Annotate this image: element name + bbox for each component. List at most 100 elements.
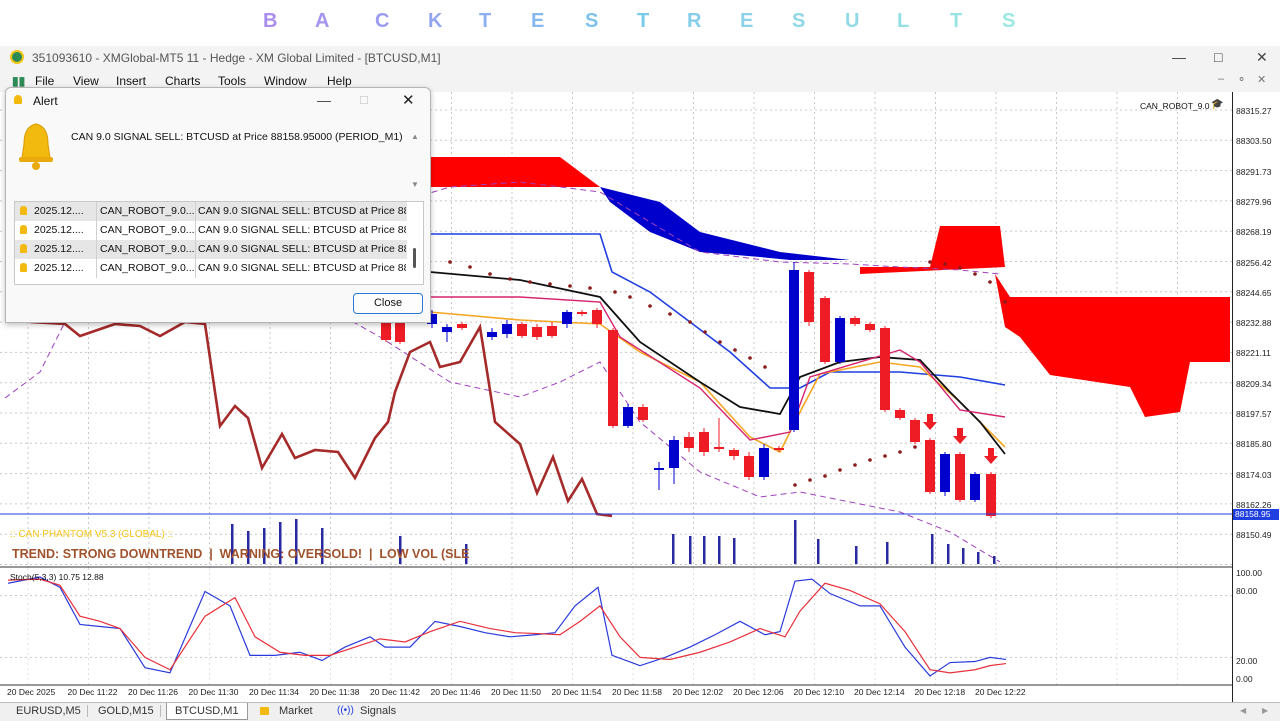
menu-charts[interactable]: Charts: [165, 74, 201, 88]
banner-letter: C: [375, 10, 390, 32]
kumo-cloud-bear: [860, 226, 1005, 274]
chart-minimize-button[interactable]: –: [1218, 73, 1225, 85]
candle-body: [457, 324, 467, 328]
candle-body: [502, 324, 512, 334]
graduation-cap-icon: 🎓: [1211, 99, 1224, 110]
alert-row-expert: CAN_ROBOT_9.0...: [100, 262, 194, 274]
close-button[interactable]: Close: [353, 293, 423, 314]
alert-row-text: CAN 9.0 SIGNAL SELL: BTCUSD at Price 881…: [198, 262, 406, 274]
bell-row-icon: [20, 206, 27, 215]
candle-body: [940, 454, 950, 492]
volume-bar: [733, 538, 736, 564]
candle-body: [986, 474, 996, 516]
chart-close-button[interactable]: ✕: [1257, 74, 1267, 86]
candle-body: [684, 437, 694, 448]
parabolic-sar-dot: [973, 272, 977, 276]
chart-restore-button[interactable]: ⚬: [1237, 74, 1247, 86]
candle-body: [729, 450, 739, 456]
parabolic-sar-dot: [1003, 300, 1007, 304]
alert-row-expert: CAN_ROBOT_9.0...: [100, 224, 194, 236]
banner-letter: B: [263, 10, 278, 32]
alert-row-time: 2025.12....: [34, 243, 84, 255]
volume-bar: [399, 536, 402, 564]
stochastic-subwindow[interactable]: [0, 568, 1232, 686]
candle-body: [547, 326, 557, 336]
alert-minimize-button[interactable]: —: [317, 92, 331, 108]
volume-bar: [855, 546, 858, 564]
volume-bar: [321, 528, 324, 564]
alert-row[interactable]: 2025.12.... CAN_ROBOT_9.0... CAN 9.0 SIGNA…: [15, 221, 407, 240]
mt5-app-icon: [10, 50, 24, 64]
parabolic-sar-dot: [763, 365, 767, 369]
stoch-level-label: 0.00: [1236, 674, 1253, 684]
candle-body: [592, 310, 602, 324]
price-tick-label: 88303.50: [1236, 136, 1272, 147]
menu-tools[interactable]: Tools: [218, 74, 247, 88]
parabolic-sar-dot: [808, 478, 812, 482]
banner-letter: U: [845, 10, 860, 32]
stoch-level-label: 100.00: [1236, 568, 1262, 578]
banner-letter: S: [585, 10, 599, 32]
sell-arrow-icon: [923, 414, 937, 430]
time-tick-label: 20 Dec 11:34: [249, 687, 299, 697]
menu-file[interactable]: File: [35, 74, 55, 88]
parabolic-sar-dot: [898, 450, 902, 454]
time-tick-label: 20 Dec 12:18: [914, 687, 966, 697]
banner-letter: S: [1002, 10, 1016, 32]
alert-row[interactable]: 2025.12.... CAN_ROBOT_9.0... CAN 9.0 SIGNA…: [15, 240, 407, 259]
banner-letter: T: [950, 10, 963, 32]
candle-body: [669, 440, 679, 468]
message-scroll-up-icon[interactable]: ▲: [411, 132, 419, 141]
price-tick-label: 88174.03: [1236, 469, 1272, 480]
parabolic-sar-dot: [508, 277, 512, 281]
bell-large-icon: [19, 123, 53, 170]
price-tick-label: 88291.73: [1236, 166, 1272, 177]
alert-row[interactable]: 2025.12.... CAN_ROBOT_9.0... CAN 9.0 SIGNA…: [15, 202, 407, 221]
tab-eurusd-m5[interactable]: EURUSD,M5: [10, 705, 88, 717]
time-tick-label: 20 Dec 11:22: [67, 687, 118, 697]
time-tick-label: 20 Dec 11:26: [128, 687, 178, 697]
close-window-button[interactable]: ✕: [1256, 49, 1268, 65]
candle-body: [880, 328, 890, 410]
main-price-chart[interactable]: [0, 92, 1232, 568]
menu-view[interactable]: View: [73, 74, 99, 88]
time-tick-label: 20 Dec 11:38: [309, 687, 360, 697]
alert-close-x-button[interactable]: ✕: [402, 92, 415, 109]
candle-body: [562, 312, 572, 324]
minimize-button[interactable]: —: [1172, 49, 1186, 65]
price-tick-label: 88150.49: [1236, 530, 1272, 541]
alert-row[interactable]: 2025.12.... CAN_ROBOT_9.0... CAN 9.0 SIGNA…: [15, 259, 407, 278]
candle-body: [608, 330, 618, 426]
tabs-scroll-right-icon[interactable]: ▶: [1262, 706, 1269, 715]
bell-row-icon: [20, 263, 27, 272]
tab-signals[interactable]: Signals: [360, 705, 397, 717]
parabolic-sar-dot: [748, 356, 752, 360]
menu-help[interactable]: Help: [327, 74, 352, 88]
parabolic-sar-dot: [648, 304, 652, 308]
maximize-button[interactable]: □: [1214, 49, 1223, 65]
parabolic-sar-dot: [528, 280, 532, 284]
candle-body: [395, 320, 405, 342]
candle-body: [804, 272, 814, 322]
volume-bar: [231, 524, 234, 564]
banner-letter: E: [740, 10, 754, 32]
table-scrollbar-thumb[interactable]: [413, 248, 416, 268]
tab-btcusd-m1[interactable]: BTCUSD,M1: [166, 703, 248, 720]
candle-body: [820, 298, 830, 362]
tab-market[interactable]: Market: [279, 705, 313, 717]
menu-window[interactable]: Window: [264, 74, 307, 88]
tabs-scroll-left-icon[interactable]: ◀: [1240, 706, 1247, 715]
price-tick-label: 88221.11: [1236, 348, 1271, 359]
tab-gold-m15[interactable]: GOLD,M15: [92, 705, 161, 717]
message-scroll-down-icon[interactable]: ▼: [411, 180, 419, 189]
candle-body: [381, 322, 391, 340]
menu-insert[interactable]: Insert: [116, 74, 147, 88]
volume-bar: [689, 536, 692, 564]
current-price-tag: 88158.95: [1233, 509, 1279, 520]
candle-body: [865, 324, 875, 330]
price-axis[interactable]: [1232, 92, 1280, 702]
bell-row-icon: [20, 225, 27, 234]
stoch-main-line: [7, 576, 1007, 677]
candle-body: [699, 432, 709, 452]
